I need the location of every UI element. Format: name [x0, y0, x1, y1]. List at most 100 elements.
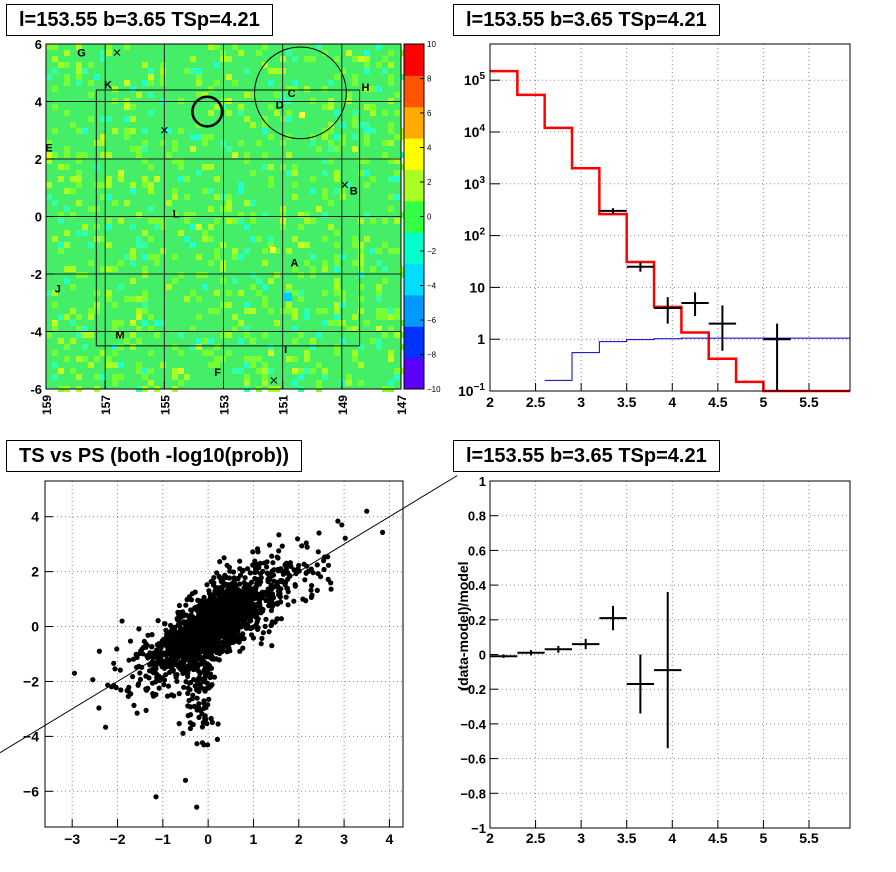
- scatter-point: [207, 636, 213, 642]
- heatmap-pixel: [148, 236, 154, 242]
- heatmap-pixel: [190, 146, 196, 152]
- scatter-point: [182, 777, 189, 783]
- heatmap-pixel: [214, 194, 220, 200]
- heatmap-pixel: [76, 68, 82, 74]
- heatmap-pixel: [244, 362, 250, 368]
- scatter-point: [237, 581, 243, 587]
- heatmap-x-tick-label: 155: [158, 395, 172, 415]
- scatter-point: [155, 618, 161, 624]
- heatmap-pixel: [82, 230, 88, 236]
- scatter-point: [278, 616, 284, 622]
- heatmap-pixel: [238, 188, 244, 194]
- scatter-point: [239, 623, 245, 629]
- scatter-x-tick-label: 3: [340, 831, 348, 847]
- heatmap-pixel: [46, 74, 52, 80]
- heatmap-pixel: [184, 176, 190, 182]
- scatter-point: [278, 586, 284, 592]
- heatmap-pixel: [160, 68, 166, 74]
- heatmap-pixel: [112, 344, 118, 350]
- scatter-point: [255, 626, 261, 633]
- heatmap-pixel: [142, 302, 148, 308]
- heatmap-pixel: [322, 260, 328, 266]
- heatmap-pixel: [154, 176, 160, 182]
- residual-y-tick-label: 0.2: [468, 613, 486, 628]
- spectrum-plot-area: [490, 44, 850, 391]
- scatter-point: [189, 637, 195, 644]
- heatmap-pixel: [370, 218, 376, 224]
- heatmap-pixel: [268, 104, 274, 110]
- scatter-x-tick-label: 0: [204, 831, 212, 847]
- heatmap-pixel: [376, 260, 382, 266]
- heatmap-pixel: [100, 56, 106, 62]
- heatmap-pixel: [58, 164, 64, 170]
- heatmap-pixel: [58, 248, 64, 254]
- heatmap-pixel: [76, 356, 82, 362]
- scatter-point: [264, 564, 270, 570]
- residual-point: [626, 654, 655, 714]
- panel-scatter: −3 −2 −1 0 1 2 3 4 4 2 0 −2 −4 −6: [0, 475, 458, 847]
- heatmap-pixel: [328, 140, 334, 146]
- heatmap-pixel: [292, 182, 298, 188]
- heatmap-pixel: [394, 158, 400, 164]
- scatter-point: [221, 575, 227, 581]
- heatmap-pixel: [370, 176, 376, 182]
- heatmap-pixel: [328, 128, 334, 134]
- heatmap-pixel: [70, 320, 76, 326]
- heatmap-pixel: [376, 344, 382, 350]
- scatter-point: [185, 690, 191, 697]
- heatmap-pixel: [370, 248, 376, 254]
- heatmap-pixel: [292, 56, 298, 62]
- heatmap-pixel: [322, 212, 328, 218]
- heatmap-pixel: [268, 176, 274, 182]
- heatmap-pixel: [58, 338, 64, 344]
- heatmap-pixel: [142, 158, 148, 164]
- heatmap-pixel: [340, 254, 346, 260]
- scatter-point: [215, 721, 221, 727]
- scatter-y-tick-label: −6: [23, 783, 39, 799]
- scatter-point: [222, 643, 228, 649]
- heatmap-pixel: [262, 248, 268, 254]
- heatmap-pixel: [286, 170, 292, 176]
- heatmap-pixel: [244, 380, 250, 386]
- heatmap-pixel: [388, 308, 394, 314]
- heatmap-pixel: [208, 44, 214, 50]
- scatter-point: [143, 641, 149, 647]
- heatmap-pixel: [94, 74, 100, 80]
- scatter-point: [192, 589, 198, 595]
- scatter-point: [175, 632, 181, 638]
- scatter-point: [268, 602, 274, 608]
- scatter-point: [231, 611, 237, 617]
- heatmap-pixel: [148, 74, 154, 80]
- scatter-point: [237, 636, 243, 643]
- heatmap-pixel: [352, 146, 358, 152]
- data-point: [599, 208, 627, 215]
- heatmap-pixel: [400, 128, 406, 134]
- scatter-point: [199, 711, 205, 717]
- heatmap-pixel: [364, 68, 370, 74]
- heatmap-pixel: [130, 188, 136, 194]
- heatmap-pixel: [154, 254, 160, 260]
- colorbar-tick-label: 8: [427, 75, 432, 84]
- residual-y-tick-label: 0.4: [468, 578, 487, 593]
- scatter-point: [165, 663, 171, 670]
- residual-point: [544, 645, 573, 653]
- heatmap-pixel: [274, 68, 280, 74]
- colorbar-segment: [404, 326, 424, 359]
- heatmap-pixel: [376, 308, 382, 314]
- scatter-point: [183, 679, 189, 685]
- heatmap-x-tick-label: 157: [99, 395, 113, 415]
- source-label: H: [362, 82, 370, 94]
- heatmap-pixel: [106, 152, 112, 158]
- scatter-point: [143, 707, 149, 714]
- scatter-point: [230, 579, 237, 585]
- source-circle: [254, 46, 347, 140]
- scatter-point: [243, 625, 249, 631]
- heatmap-pixel: [202, 338, 208, 344]
- panel-residual: 2 2.5 3 3.5 4 4.5 5 5.5 1 0.8 0.6 0.4 0.2 0 −0.2 −0.4 −0…: [455, 474, 851, 846]
- heatmap-pixel: [262, 44, 268, 50]
- heatmap-pixel: [88, 242, 94, 248]
- scatter-point: [265, 597, 271, 603]
- scatter-point: [267, 542, 273, 548]
- heatmap-pixel: [394, 248, 400, 254]
- scatter-point: [164, 693, 171, 699]
